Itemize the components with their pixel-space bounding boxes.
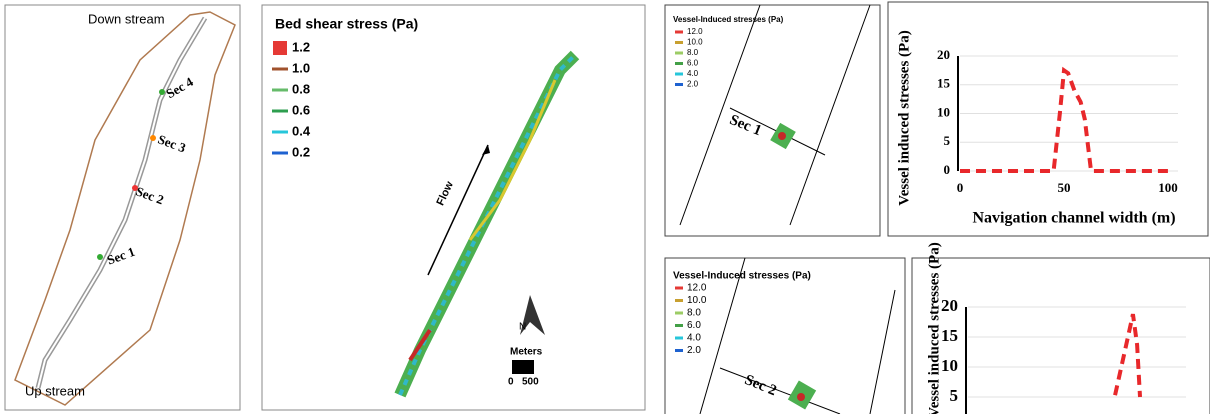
stress-blob	[797, 393, 805, 401]
x-tick-label: 100	[1158, 180, 1178, 195]
legend-title: Vessel-Induced stresses (Pa)	[673, 271, 811, 282]
page: Down stream Up stream Sec 1 Sec 2 Sec 3 …	[0, 0, 1210, 414]
map-lines	[680, 5, 870, 225]
section-label: Sec 3	[156, 132, 188, 156]
legend-label: 0.8	[292, 81, 310, 96]
legend-label: 2.0	[687, 80, 699, 89]
x-axis-label: Navigation channel width (m)	[972, 210, 1175, 227]
legend-label: 10.0	[687, 38, 703, 47]
channel	[38, 18, 205, 388]
y-tick-label: 0	[944, 162, 951, 177]
legend-title: Bed shear stress (Pa)	[275, 16, 418, 32]
y-tick-label: 5	[950, 386, 959, 405]
legend-title: Vessel-Induced stresses (Pa)	[673, 15, 784, 24]
y-tick-label: 10	[937, 104, 950, 119]
y-axis-label: Vessel induced stresses (Pa)	[926, 242, 942, 414]
legend-label: 8.0	[687, 48, 699, 57]
legend-label: 12.0	[687, 283, 707, 294]
label: Flow	[434, 179, 456, 207]
panel	[262, 5, 645, 410]
label: 500	[522, 377, 539, 388]
section-dot	[97, 254, 103, 260]
legend-label: 0.4	[292, 123, 311, 138]
label: N	[519, 322, 526, 333]
legend-label: 8.0	[687, 308, 701, 319]
y-tick-label: 20	[937, 47, 950, 62]
legend-label: 4.0	[687, 333, 701, 344]
river-outline	[15, 12, 235, 405]
flow-arrow	[482, 145, 490, 155]
section-label: Sec 2	[742, 372, 779, 399]
y-tick-label: 10	[941, 356, 958, 375]
legend-label: 12.0	[687, 27, 703, 36]
label: Meters	[510, 347, 543, 358]
section-label: Sec 1	[727, 112, 764, 139]
label: Down stream	[88, 11, 165, 26]
flow-arrow	[428, 145, 488, 275]
stress-blob	[778, 132, 786, 140]
legend-label: 1.0	[292, 60, 310, 75]
line-series	[1115, 314, 1140, 397]
label: Up stream	[25, 383, 85, 398]
legend-label: 4.0	[687, 69, 699, 78]
legend-label: 6.0	[687, 59, 699, 68]
legend-label: 10.0	[687, 295, 707, 306]
section-dot	[150, 135, 156, 141]
line-series	[960, 70, 1168, 171]
label: 0	[508, 377, 514, 388]
y-axis-label: Vessel induced stresses (Pa)	[896, 30, 912, 205]
panel	[888, 2, 1208, 236]
y-tick-label: 15	[937, 76, 951, 91]
x-tick-label: 0	[957, 180, 964, 195]
y-tick-label: 5	[944, 133, 951, 148]
figure: Down stream Up stream Sec 1 Sec 2 Sec 3 …	[0, 0, 1210, 414]
legend-label: 2.0	[687, 345, 701, 356]
section-label: Sec 2	[134, 184, 166, 208]
scale-bar	[512, 360, 534, 374]
legend-swatch	[273, 41, 287, 55]
y-tick-label: 20	[941, 296, 958, 315]
river-map	[400, 55, 575, 395]
legend-label: 6.0	[687, 320, 701, 331]
legend-label: 1.2	[292, 39, 310, 54]
legend-label: 0.2	[292, 144, 310, 159]
legend-label: 0.6	[292, 102, 310, 117]
x-tick-label: 50	[1058, 180, 1071, 195]
y-tick-label: 15	[941, 326, 958, 345]
panel	[5, 5, 240, 410]
